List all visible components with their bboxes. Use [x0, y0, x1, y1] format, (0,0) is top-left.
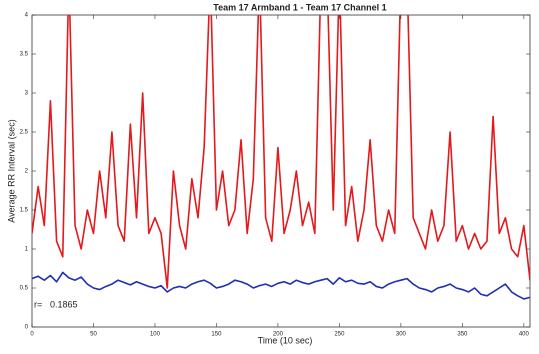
annotation: 0.1865 — [50, 299, 78, 309]
x-axis-label: Time (10 sec) — [258, 335, 313, 345]
y-tick-label: 2.5 — [20, 130, 29, 136]
x-tick-label: 200 — [273, 332, 284, 338]
x-tick-label: 250 — [334, 332, 345, 338]
y-tick-label: 3.5 — [20, 52, 29, 58]
y-tick-label: 4 — [25, 13, 29, 19]
x-tick-label: 400 — [519, 332, 530, 338]
plot-frame — [31, 14, 531, 328]
plot-area — [32, 15, 530, 300]
y-tick-label: 0 — [25, 325, 29, 331]
x-tick-label: 350 — [457, 332, 468, 338]
data-line — [32, 271, 530, 300]
y-axis-label: Average RR Interval (sec) — [6, 119, 16, 222]
x-tick-label: 100 — [150, 332, 161, 338]
x-tick-label: 50 — [90, 332, 97, 338]
y-tick-label: 0.5 — [20, 286, 29, 292]
x-tick-label: 300 — [396, 332, 407, 338]
data-line — [32, 15, 530, 289]
y-tick-label: 3 — [25, 91, 29, 97]
y-tick-label: 1.5 — [20, 208, 29, 214]
annotation: r= — [34, 299, 42, 309]
y-tick-label: 2 — [25, 169, 29, 175]
y-tick-label: 1 — [25, 247, 29, 253]
chart-title: Team 17 Armband 1 - Team 17 Channel 1 — [213, 2, 386, 12]
x-tick-label: 150 — [211, 332, 222, 338]
x-tick-label: 0 — [30, 332, 34, 338]
